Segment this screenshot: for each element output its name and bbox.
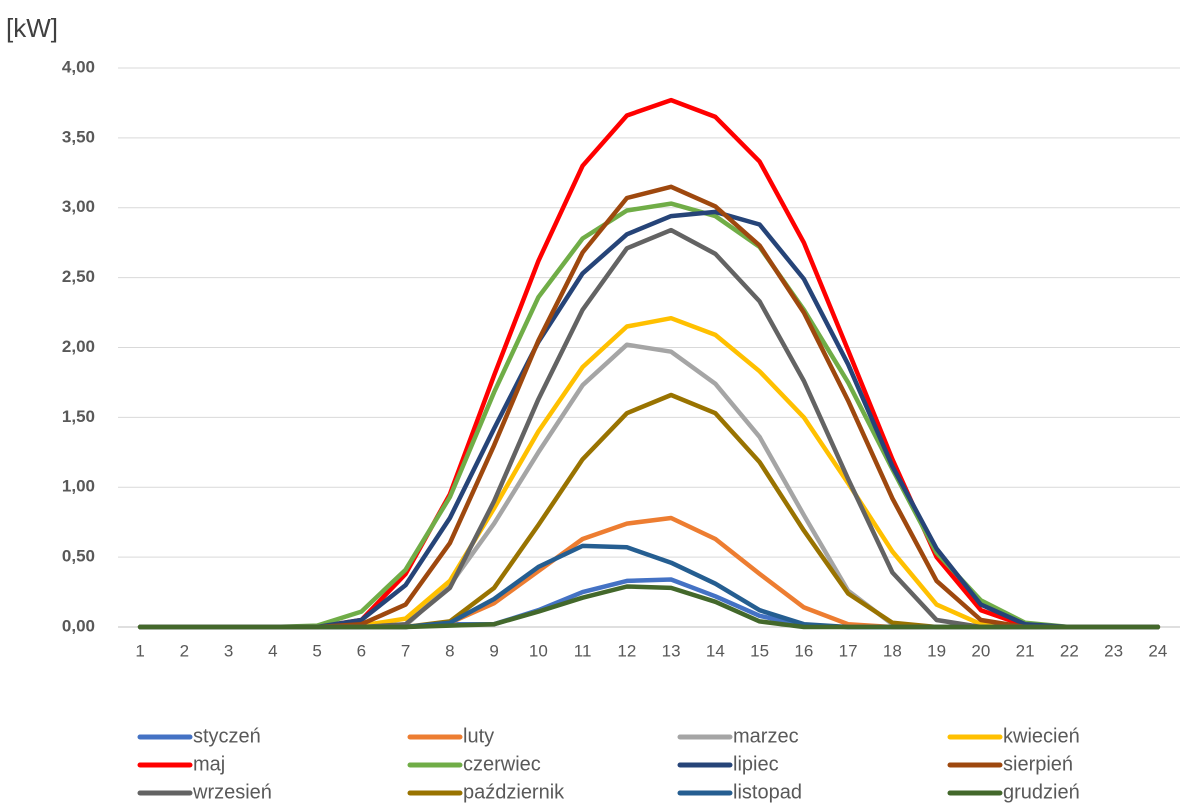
legend-label: kwiecień bbox=[1003, 725, 1080, 747]
y-tick-label: 2,50 bbox=[62, 267, 95, 286]
x-tick-label: 2 bbox=[180, 641, 189, 660]
x-tick-label: 15 bbox=[750, 641, 769, 660]
legend-label: październik bbox=[463, 781, 565, 803]
x-tick-label: 16 bbox=[794, 641, 813, 660]
series-line bbox=[137, 201, 1161, 630]
x-tick-label: 14 bbox=[706, 641, 725, 660]
x-tick-label: 9 bbox=[489, 641, 498, 660]
legend-label: listopad bbox=[733, 781, 802, 803]
x-tick-label: 19 bbox=[927, 641, 946, 660]
y-tick-label: 2,00 bbox=[62, 337, 95, 356]
legend-label: marzec bbox=[733, 725, 799, 747]
series-line bbox=[137, 342, 1161, 630]
series-line bbox=[137, 209, 1161, 630]
x-tick-label: 20 bbox=[971, 641, 990, 660]
series-line bbox=[137, 392, 1161, 630]
y-tick-label: 4,00 bbox=[62, 57, 95, 76]
series-line bbox=[137, 97, 1161, 630]
x-tick-label: 8 bbox=[445, 641, 454, 660]
x-tick-label: 6 bbox=[357, 641, 366, 660]
x-tick-label: 22 bbox=[1060, 641, 1079, 660]
legend-label: sierpień bbox=[1003, 753, 1073, 775]
y-axis-title: [kW] bbox=[6, 13, 58, 43]
x-tick-label: 10 bbox=[529, 641, 548, 660]
series-line bbox=[137, 227, 1161, 630]
legend-label: lipiec bbox=[733, 753, 779, 775]
series-line bbox=[137, 584, 1161, 630]
x-tick-label: 5 bbox=[312, 641, 321, 660]
x-tick-label: 12 bbox=[617, 641, 636, 660]
legend-label: styczeń bbox=[193, 725, 261, 747]
legend-label: wrzesień bbox=[192, 781, 272, 803]
x-tick-label: 4 bbox=[268, 641, 277, 660]
x-tick-label: 18 bbox=[883, 641, 902, 660]
x-tick-label: 7 bbox=[401, 641, 410, 660]
y-tick-label: 3,50 bbox=[62, 127, 95, 146]
legend-label: maj bbox=[193, 753, 225, 775]
y-tick-label: 3,00 bbox=[62, 197, 95, 216]
x-tick-label: 24 bbox=[1148, 641, 1167, 660]
x-tick-label: 3 bbox=[224, 641, 233, 660]
y-tick-label: 1,00 bbox=[62, 477, 95, 496]
y-tick-label: 0,00 bbox=[62, 616, 95, 635]
x-tick-label: 13 bbox=[662, 641, 681, 660]
x-tick-label: 23 bbox=[1104, 641, 1123, 660]
x-tick-label: 1 bbox=[135, 641, 144, 660]
series-line bbox=[137, 184, 1161, 630]
x-tick-label: 21 bbox=[1016, 641, 1035, 660]
x-tick-label: 17 bbox=[839, 641, 858, 660]
legend-label: czerwiec bbox=[463, 753, 541, 775]
y-tick-label: 0,50 bbox=[62, 547, 95, 566]
y-tick-label: 1,50 bbox=[62, 407, 95, 426]
x-tick-label: 11 bbox=[574, 641, 592, 660]
legend-label: grudzień bbox=[1003, 781, 1080, 803]
legend-label: luty bbox=[463, 725, 494, 747]
